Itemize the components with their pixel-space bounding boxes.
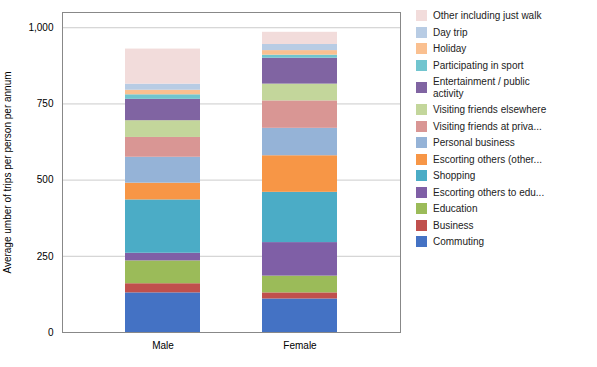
html-text:Shopping: Shopping [433, 170, 476, 181]
html-text:Holiday: Holiday [433, 43, 467, 54]
html-text:Day trip: Day trip [433, 26, 468, 38]
html-text:Business: Business [433, 219, 474, 231]
svg-text:750: 750 [37, 98, 54, 109]
svg-text:500: 500 [37, 174, 54, 185]
svg-text:Female: Female [283, 340, 317, 351]
html-text:Commuting: Commuting [433, 236, 485, 247]
svg-text:Male: Male [152, 340, 174, 351]
html-text:Personal business: Personal business [433, 137, 515, 148]
html-text:Other including just walk: Other including just walk [433, 10, 542, 21]
html-text:Escorting others (other...: Escorting others (other... [433, 153, 542, 165]
html-text:Education: Education [433, 203, 478, 214]
html-text:Visiting friends at priva...: Visiting friends at priva... [433, 120, 542, 132]
svg-text:1,000: 1,000 [28, 22, 53, 33]
svg-text:Average umber of trips per per: Average umber of trips per person per an… [2, 71, 13, 273]
html-text:Entertainment / public activit: Entertainment / public activity [433, 76, 530, 99]
html-text:Participating in sport: Participating in sport [433, 59, 524, 71]
html-text:Escorting others to edu...: Escorting others to edu... [433, 186, 545, 198]
svg-text:250: 250 [37, 251, 54, 262]
html-text:Visiting friends elsewhere: Visiting friends elsewhere [433, 104, 547, 115]
svg-text:0: 0 [48, 327, 54, 338]
